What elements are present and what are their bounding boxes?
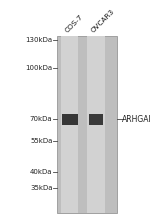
Text: 130kDa: 130kDa — [25, 37, 52, 43]
Text: ARHGAP25: ARHGAP25 — [122, 115, 150, 124]
Text: COS-7: COS-7 — [64, 14, 84, 34]
Bar — [62, 114, 78, 125]
Text: OVCAR3: OVCAR3 — [90, 8, 116, 34]
Text: 100kDa: 100kDa — [25, 65, 52, 71]
Text: 35kDa: 35kDa — [30, 185, 52, 191]
Bar — [89, 114, 103, 125]
Bar — [61, 36, 78, 213]
Text: 70kDa: 70kDa — [30, 116, 52, 123]
Text: 40kDa: 40kDa — [30, 169, 52, 175]
Bar — [57, 36, 117, 213]
Bar — [87, 36, 105, 213]
Text: 55kDa: 55kDa — [30, 138, 52, 144]
